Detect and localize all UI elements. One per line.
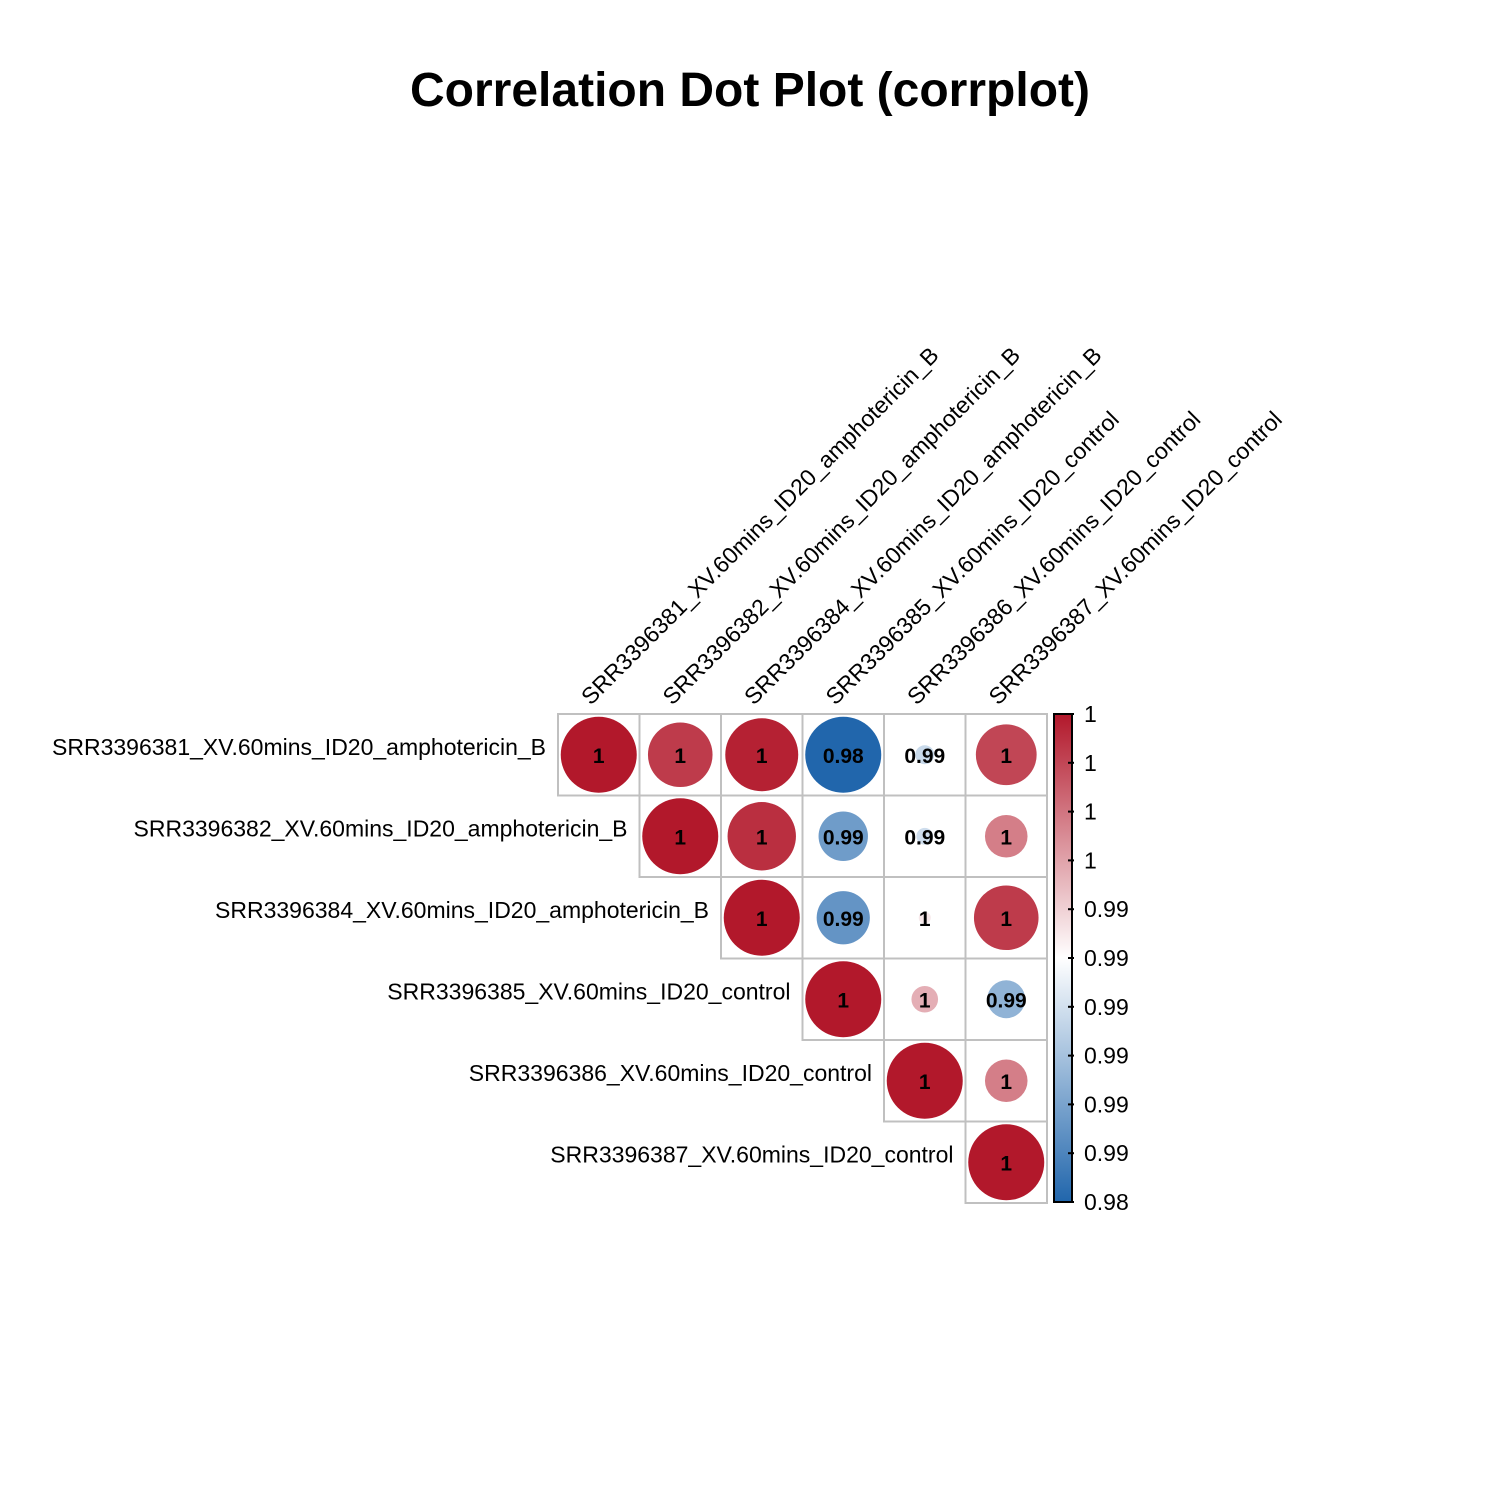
cell-value: 1: [837, 989, 849, 1012]
correlation-circle: [642, 798, 719, 875]
cell-value: 1: [593, 745, 605, 768]
correlation-circle: [916, 827, 934, 845]
legend-tick-label: 1: [1084, 799, 1097, 825]
column-label: SRR3396387_XV.60mins_ID20_control: [983, 406, 1286, 709]
cell-value: 1: [756, 908, 768, 931]
correlation-circle: [560, 716, 637, 793]
correlation-circle: [984, 1059, 1028, 1103]
legend-tick-label: 0.98: [1084, 1189, 1129, 1215]
legend-tick-label: 0.99: [1084, 945, 1129, 971]
cell-value: 0.99: [904, 745, 945, 768]
cell-value: 1: [1000, 1071, 1012, 1094]
correlation-circle: [915, 745, 935, 765]
cell-value: 1: [1000, 826, 1012, 849]
correlation-circle: [816, 891, 870, 945]
cell-value: 1: [919, 989, 931, 1012]
correlation-circle: [805, 716, 882, 793]
row-label: SRR3396387_XV.60mins_ID20_control: [550, 1141, 953, 1167]
chart-title: Correlation Dot Plot (corrplot): [410, 64, 1090, 117]
row-label: SRR3396382_XV.60mins_ID20_amphotericin_B: [134, 815, 628, 841]
cell-value: 1: [756, 826, 768, 849]
cell-value: 0.99: [823, 826, 864, 849]
correlation-circle: [968, 1124, 1045, 1201]
correlation-circle: [984, 814, 1028, 858]
column-labels: SRR3396381_XV.60mins_ID20_amphotericin_B…: [576, 342, 1287, 710]
grid-cell: [964, 1120, 1048, 1204]
cell-value: 1: [756, 745, 768, 768]
cell-values: 1 1 1 0.98 0.99 1 1 1 0.99 0.99 1 1 0.99 1 1 1 1 0.99 1 1 1: [593, 745, 1027, 1176]
cell-value: 1: [919, 908, 931, 931]
grid: [557, 713, 1048, 1204]
legend-tick-label: 0.99: [1084, 1140, 1129, 1166]
correlation-circle: [973, 885, 1039, 951]
cell-value: 1: [674, 745, 686, 768]
row-label: SRR3396381_XV.60mins_ID20_amphotericin_B: [52, 734, 546, 760]
correlation-circle: [805, 961, 882, 1038]
row-label: SRR3396386_XV.60mins_ID20_control: [469, 1060, 872, 1086]
legend-tick-label: 0.99: [1084, 1091, 1129, 1117]
legend-tick-label: 1: [1084, 847, 1097, 873]
cell-value: 1: [1000, 908, 1012, 931]
correlation-circle: [886, 1042, 963, 1119]
correlation-circle: [918, 911, 931, 924]
row-labels: SRR3396381_XV.60mins_ID20_amphotericin_B…: [52, 734, 953, 1168]
column-label: SRR3396386_XV.60mins_ID20_control: [902, 406, 1205, 709]
legend-tick-label: 1: [1084, 750, 1097, 776]
column-label: SRR3396385_XV.60mins_ID20_control: [820, 406, 1123, 709]
correlation-circle: [911, 985, 939, 1013]
legend-tick-label: 0.99: [1084, 994, 1129, 1020]
cell-value: 1: [674, 826, 686, 849]
correlation-circle: [647, 722, 713, 788]
cell-value: 0.99: [904, 826, 945, 849]
correlation-circle: [727, 802, 796, 871]
correlation-circle: [723, 879, 800, 956]
cell-value: 0.99: [823, 908, 864, 931]
cell-value: 1: [919, 1071, 931, 1094]
correlation-circle: [725, 718, 799, 792]
cell-value: 1: [1000, 745, 1012, 768]
cell-value: 0.99: [986, 989, 1027, 1012]
correlation-circle: [975, 724, 1037, 786]
legend-tick-label: 0.99: [1084, 1043, 1129, 1069]
correlation-circle: [987, 980, 1026, 1019]
row-label: SRR3396385_XV.60mins_ID20_control: [387, 978, 790, 1004]
row-label: SRR3396384_XV.60mins_ID20_amphotericin_B: [215, 897, 709, 923]
legend-tick-label: 0.99: [1084, 896, 1129, 922]
cell-value: 1: [1000, 1152, 1012, 1175]
legend-tick-label: 1: [1084, 701, 1097, 727]
color-legend: 1 1 1 1 0.99 0.99 0.99 0.99 0.99 0.99 0.98: [1053, 701, 1129, 1215]
correlation-circle: [818, 811, 868, 861]
cell-value: 0.98: [823, 745, 864, 768]
circles: [560, 716, 1045, 1201]
